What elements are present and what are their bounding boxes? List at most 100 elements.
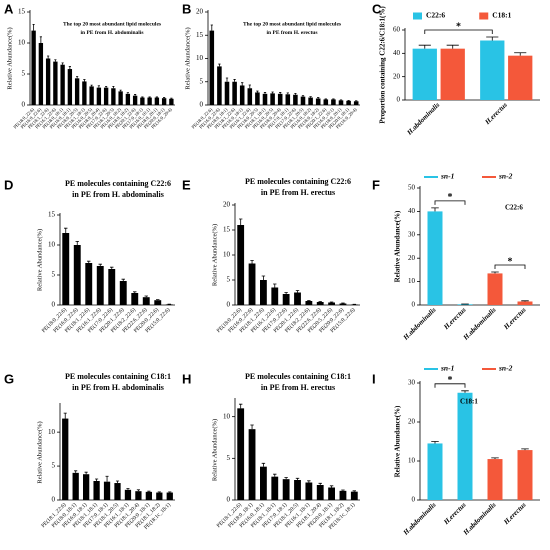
bar	[53, 61, 58, 105]
significance-bracket	[424, 29, 493, 34]
chart-title: in PE from H. erectus	[261, 383, 335, 392]
legend-label: sn-1	[440, 364, 454, 373]
y-tick-label: 15	[48, 211, 56, 219]
bar	[103, 87, 109, 105]
bar	[147, 97, 152, 105]
bar	[487, 273, 503, 305]
error-bar	[136, 489, 140, 492]
error-bar	[147, 490, 151, 492]
error-bar	[418, 44, 431, 49]
bar	[300, 96, 306, 105]
bar	[73, 245, 81, 305]
error-bar	[133, 291, 137, 293]
bar	[339, 303, 347, 305]
error-bar	[309, 96, 312, 98]
x-tick-label: H.abdominalis	[401, 306, 438, 343]
bar	[74, 78, 80, 105]
y-tick-label: 10	[196, 54, 204, 62]
significance-bracket	[434, 383, 466, 388]
error-bar	[279, 92, 282, 94]
bar	[353, 101, 359, 105]
bar	[132, 95, 138, 105]
y-tick-label: 10	[48, 428, 56, 436]
y-tick-label: 10	[408, 457, 416, 465]
bar	[142, 297, 150, 305]
chart-title: in PE from H. erectus	[267, 30, 318, 36]
bar	[103, 481, 111, 500]
panel-label: C	[372, 1, 382, 16]
y-tick-label: 15	[223, 226, 231, 234]
error-bar	[261, 462, 266, 467]
error-bar	[126, 488, 130, 490]
y-tick-label: 5	[52, 462, 56, 470]
bar	[165, 304, 173, 305]
bar	[316, 302, 324, 305]
significance-bracket	[494, 264, 526, 270]
error-bar	[97, 85, 100, 88]
bar	[457, 304, 473, 305]
error-bar	[126, 92, 129, 94]
error-bar	[119, 89, 122, 92]
x-tick-label: H.erectus	[483, 101, 509, 127]
bar	[328, 487, 335, 500]
legend-label: C22:6	[426, 11, 445, 20]
bar	[339, 490, 347, 500]
y-tick-label: 5	[200, 77, 204, 85]
error-bar	[134, 94, 137, 96]
bar	[125, 93, 131, 105]
y-tick-label: 0	[52, 496, 56, 504]
chart-title: PE molecules containing C22:6	[245, 177, 351, 186]
y-tick-label: 10	[408, 277, 416, 285]
y-axis-label: Relative Abundance(%)	[394, 405, 402, 477]
bar	[154, 97, 160, 105]
y-axis-label: Relative Abundance(%)	[184, 27, 191, 89]
bar	[328, 302, 335, 305]
bar	[508, 55, 533, 100]
error-bar	[286, 92, 289, 95]
bar	[248, 263, 256, 305]
error-bar	[112, 86, 115, 89]
bar	[271, 476, 279, 500]
x-tick-label: H.abdominalis	[405, 101, 442, 138]
error-bar	[294, 92, 297, 95]
error-bar	[284, 292, 288, 294]
bar	[237, 408, 245, 500]
y-tick-label: 20	[393, 72, 401, 80]
bar	[427, 443, 443, 500]
error-bar	[115, 480, 120, 484]
error-bar	[521, 300, 529, 302]
error-bar	[238, 218, 243, 225]
error-bar	[273, 473, 277, 477]
chart-title: PE molecules containing C22:6	[65, 179, 171, 188]
bar	[323, 99, 329, 105]
y-tick-label: 20	[223, 201, 231, 209]
panel-label: A	[4, 1, 14, 16]
y-axis-label: Relative Abundance(%)	[394, 210, 402, 282]
y-tick-label: 10	[18, 39, 26, 47]
error-bar	[514, 52, 527, 56]
bar	[305, 301, 313, 305]
bar	[154, 300, 162, 305]
error-bar	[238, 403, 243, 409]
y-tick-label: 10	[48, 241, 56, 249]
bar	[83, 474, 90, 500]
chart-title: The top 20 most abundant lipid molecules	[243, 21, 341, 27]
y-tick-label: 5	[227, 454, 231, 462]
bar	[45, 58, 51, 105]
error-bar	[225, 77, 229, 82]
bar	[96, 87, 102, 105]
bar	[67, 69, 73, 105]
error-bar	[250, 260, 254, 264]
bar	[315, 98, 321, 105]
legend-swatch	[479, 12, 489, 20]
y-tick-label: 20	[196, 8, 204, 16]
error-bar	[491, 271, 499, 274]
note: C18:1	[460, 398, 478, 406]
y-tick-label: 0	[227, 301, 231, 309]
bar	[440, 48, 465, 100]
panel-label: G	[4, 371, 14, 386]
error-bar	[168, 491, 172, 493]
y-tick-label: 0	[200, 101, 204, 109]
panel-label: F	[372, 177, 380, 192]
